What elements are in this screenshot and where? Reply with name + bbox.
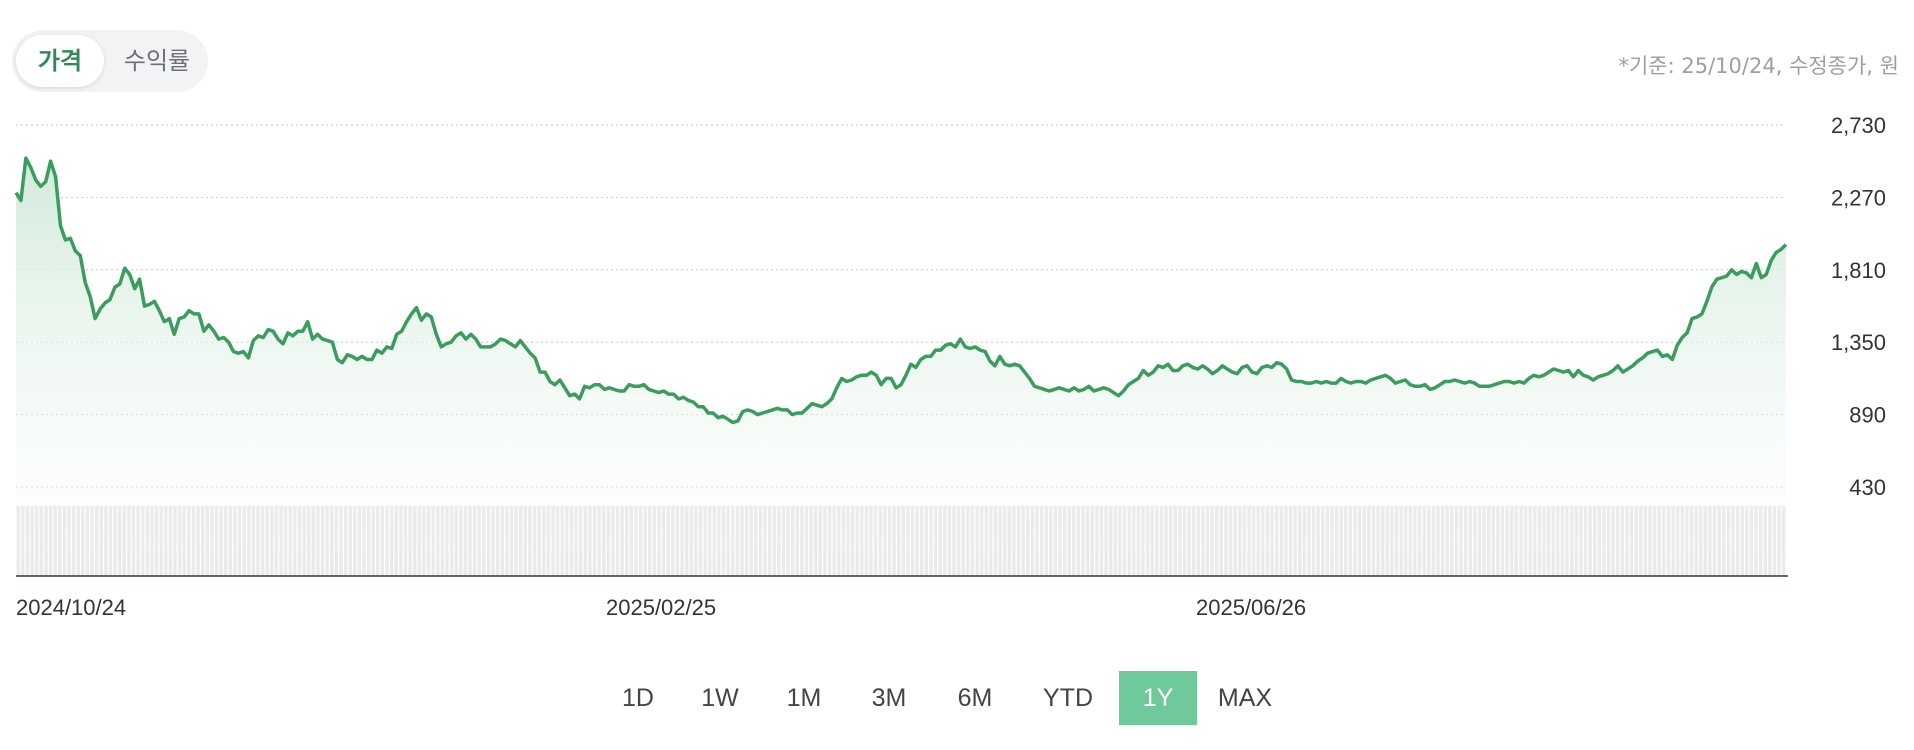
y-axis-ticks: 2,730 2,270 1,810 1,350 890 430 xyxy=(1831,113,1886,500)
range-button-3m[interactable]: 3M xyxy=(857,671,921,725)
price-area xyxy=(16,158,1786,576)
tab-return[interactable]: 수익률 xyxy=(112,35,202,87)
range-button-ytd[interactable]: YTD xyxy=(1029,671,1107,725)
x-tick-label: 2024/10/24 xyxy=(16,595,126,620)
range-button-1w[interactable]: 1W xyxy=(688,671,752,725)
y-tick-label: 2,730 xyxy=(1831,113,1886,138)
y-tick-label: 2,270 xyxy=(1831,185,1886,210)
price-line xyxy=(14,156,1788,425)
basis-note: *기준: 25/10/24, 수정종가, 원 xyxy=(1618,54,1899,78)
y-tick-label: 430 xyxy=(1849,475,1886,500)
tab-price[interactable]: 가격 xyxy=(16,35,104,87)
range-button-1y[interactable]: 1Y xyxy=(1119,671,1197,725)
range-button-6m[interactable]: 6M xyxy=(943,671,1007,725)
range-button-1m[interactable]: 1M xyxy=(772,671,836,725)
x-tick-label: 2025/06/26 xyxy=(1196,595,1306,620)
x-axis-ticks: 2024/10/24 2025/02/25 2025/06/26 xyxy=(16,595,1306,620)
y-tick-label: 890 xyxy=(1849,403,1886,428)
x-tick-label: 2025/02/25 xyxy=(606,595,716,620)
range-button-max[interactable]: MAX xyxy=(1200,671,1290,725)
range-button-1d[interactable]: 1D xyxy=(610,671,666,725)
chart-mode-toggle: 가격 수익률 xyxy=(12,30,208,92)
y-tick-label: 1,350 xyxy=(1831,330,1886,355)
y-tick-label: 1,810 xyxy=(1831,258,1886,283)
